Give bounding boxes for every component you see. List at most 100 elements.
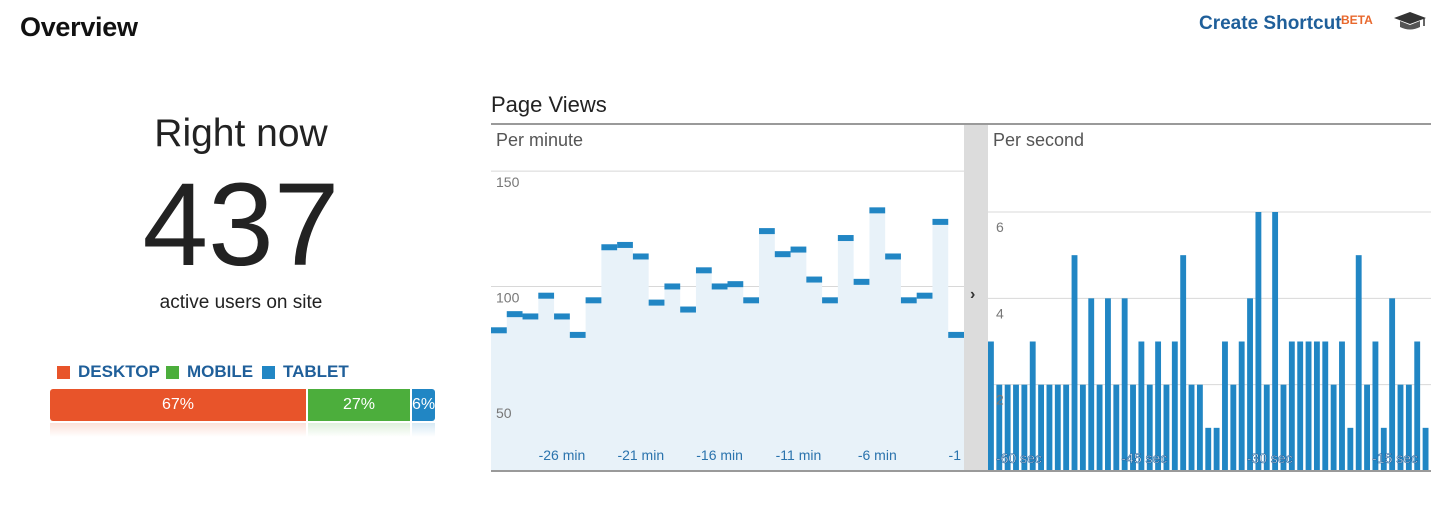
per-second-bar	[1171, 341, 1178, 471]
per-second-bar	[1163, 384, 1170, 471]
per-minute-step	[585, 297, 602, 304]
per-second-bar	[1105, 298, 1111, 471]
per-second-bar	[1188, 384, 1195, 471]
per-minute-step	[554, 313, 570, 320]
per-minute-step	[885, 253, 901, 260]
per-minute-step	[695, 267, 712, 274]
per-second-bar	[1130, 384, 1136, 471]
chevron-right-icon[interactable]: ›	[970, 286, 976, 303]
x-tick-label: -11 min	[776, 447, 822, 463]
per-minute-step	[869, 207, 886, 214]
per-second-bar	[1272, 212, 1279, 471]
x-tick-label: -60 sec	[996, 450, 1042, 466]
desktop-swatch	[57, 365, 70, 379]
per-minute-step	[680, 306, 696, 313]
x-tick-label: -45 sec	[1121, 450, 1167, 466]
tablet-swatch	[262, 365, 275, 379]
per-second-bar	[1213, 427, 1220, 471]
per-minute-step	[632, 253, 649, 260]
per-second-bar	[1029, 341, 1036, 471]
x-tick-label: -1	[949, 447, 962, 463]
create-shortcut-link[interactable]: Create Shortcut	[1199, 13, 1342, 34]
per-minute-area	[491, 210, 964, 471]
per-second-bar	[1364, 384, 1370, 471]
y-tick-label: 150	[496, 174, 520, 190]
per-second-bar	[1405, 384, 1412, 471]
right-now-label: Right now	[154, 112, 328, 155]
per-second-bar	[1339, 341, 1345, 471]
per-second-bar	[988, 341, 994, 471]
per-minute-step	[806, 276, 823, 283]
tablet-share-bar: 6%	[412, 389, 435, 421]
legend-tablet-label: TABLET	[283, 362, 349, 381]
per-second-chart: 2 4 6 -60 sec -45 sec -30 sec -15 sec	[988, 211, 1431, 471]
per-second-bar	[1238, 341, 1245, 471]
per-minute-step	[601, 244, 618, 251]
tablet-bar-reflection	[412, 423, 435, 437]
y-tick-label: 2	[996, 392, 1004, 408]
per-second-bar	[1389, 298, 1396, 471]
graduation-cap-icon[interactable]	[1393, 10, 1427, 32]
y-tick-label: 4	[996, 305, 1004, 321]
per-second-bar	[1255, 212, 1262, 471]
per-second-bar	[1288, 341, 1295, 471]
y-tick-label: 100	[496, 289, 520, 305]
desktop-share-bar: 67%	[50, 389, 306, 421]
per-second-bar	[1347, 427, 1354, 471]
y-tick-label: 50	[496, 405, 512, 421]
per-minute-step	[491, 327, 507, 334]
x-tick-label: -16 min	[696, 447, 743, 463]
x-tick-label: -21 min	[617, 447, 664, 463]
per-second-bar	[1297, 341, 1304, 471]
per-second-bar	[1414, 341, 1421, 471]
beta-badge: BETA	[1341, 13, 1373, 27]
per-minute-step	[506, 311, 523, 318]
page-views-rule	[491, 123, 1431, 125]
per-second-bar	[1096, 384, 1103, 471]
per-minute-step	[648, 299, 665, 306]
per-minute-title: Per minute	[496, 130, 584, 150]
per-second-bar	[1079, 384, 1086, 471]
per-minute-step	[727, 281, 744, 288]
per-second-bar	[1372, 341, 1379, 471]
x-tick-label: -26 min	[539, 447, 586, 463]
per-second-bar	[1046, 384, 1053, 471]
per-second-bar	[1071, 255, 1078, 471]
per-second-bar	[1180, 255, 1187, 471]
mobile-bar-reflection	[308, 423, 410, 437]
per-second-bar	[1146, 384, 1153, 471]
per-second-bar	[1088, 298, 1095, 471]
legend-desktop[interactable]: DESKTOP	[57, 362, 160, 382]
per-second-bar	[1380, 427, 1387, 471]
per-second-bar	[1113, 384, 1120, 471]
per-second-bar	[1138, 341, 1145, 471]
per-second-bar	[1263, 384, 1270, 471]
chart-divider-toggle[interactable]	[964, 125, 988, 471]
chart-base-rule	[491, 470, 1431, 472]
legend-tablet[interactable]: TABLET	[262, 362, 349, 382]
per-second-bar	[1313, 341, 1320, 471]
per-minute-step	[522, 313, 539, 320]
per-minute-step	[617, 241, 633, 248]
x-tick-label: -30 sec	[1247, 450, 1293, 466]
per-second-bar	[1004, 384, 1011, 471]
per-minute-step	[743, 297, 760, 304]
per-second-bar	[1355, 255, 1362, 471]
per-minute-step	[569, 331, 586, 338]
per-second-bar	[1063, 384, 1070, 471]
per-minute-step	[837, 235, 854, 242]
per-second-bar	[1121, 298, 1128, 471]
per-second-bar	[1205, 427, 1212, 471]
per-minute-step	[790, 246, 807, 253]
legend-mobile[interactable]: MOBILE	[166, 362, 253, 382]
per-minute-step	[822, 297, 838, 304]
per-second-bar	[1230, 384, 1237, 471]
per-second-bar	[1013, 384, 1019, 471]
page-title: Overview	[20, 12, 138, 42]
per-second-bar	[1196, 384, 1203, 471]
x-tick-label: -15 sec	[1372, 450, 1418, 466]
legend-mobile-label: MOBILE	[187, 362, 254, 381]
mobile-swatch	[166, 365, 179, 379]
per-second-bar	[1222, 341, 1228, 471]
y-tick-label: 6	[996, 219, 1004, 235]
